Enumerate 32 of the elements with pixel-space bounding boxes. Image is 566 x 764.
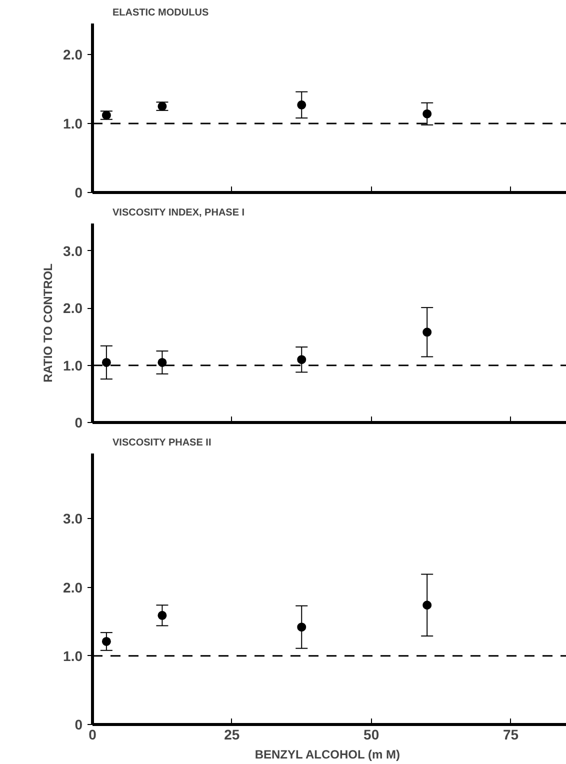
point <box>297 355 306 364</box>
x-axis-title: BENZYL ALCOHOL (m M) <box>254 748 400 762</box>
y-tick-label: 2.0 <box>63 46 83 63</box>
x-tick-label: 50 <box>364 726 380 742</box>
point <box>422 328 432 337</box>
point <box>158 610 167 620</box>
chart-title: VISCOSITY INDEX, PHASE I <box>112 208 245 218</box>
y-axis-title: RATIO TO CONTROL <box>41 264 56 382</box>
point <box>102 358 111 367</box>
x-tick-label: 75 <box>502 726 519 742</box>
point <box>102 110 111 120</box>
point <box>297 622 306 632</box>
y-tick-label: 2.0 <box>63 579 83 596</box>
point <box>297 100 306 110</box>
point <box>158 102 167 111</box>
y-tick-label: 0 <box>74 716 83 732</box>
y-tick-label: 3.0 <box>63 510 83 527</box>
y-tick-label: 1.0 <box>63 357 83 374</box>
y-tick-label: 3.0 <box>63 242 83 259</box>
y-tick-label: 0 <box>74 184 83 200</box>
y-tick-label: 0 <box>74 414 83 430</box>
point <box>102 636 111 646</box>
point <box>158 358 167 367</box>
y-tick-label: 2.0 <box>63 300 83 316</box>
chart-title: ELASTIC MODULUS <box>112 8 209 18</box>
y-tick-label: 1.0 <box>63 648 83 664</box>
x-tick-label: 0 <box>88 726 97 742</box>
y-tick-label: 1.0 <box>63 116 83 132</box>
point <box>422 600 432 610</box>
point <box>422 109 432 118</box>
chart-title: VISCOSITY PHASE II <box>112 438 212 448</box>
x-tick-label: 25 <box>224 726 240 742</box>
